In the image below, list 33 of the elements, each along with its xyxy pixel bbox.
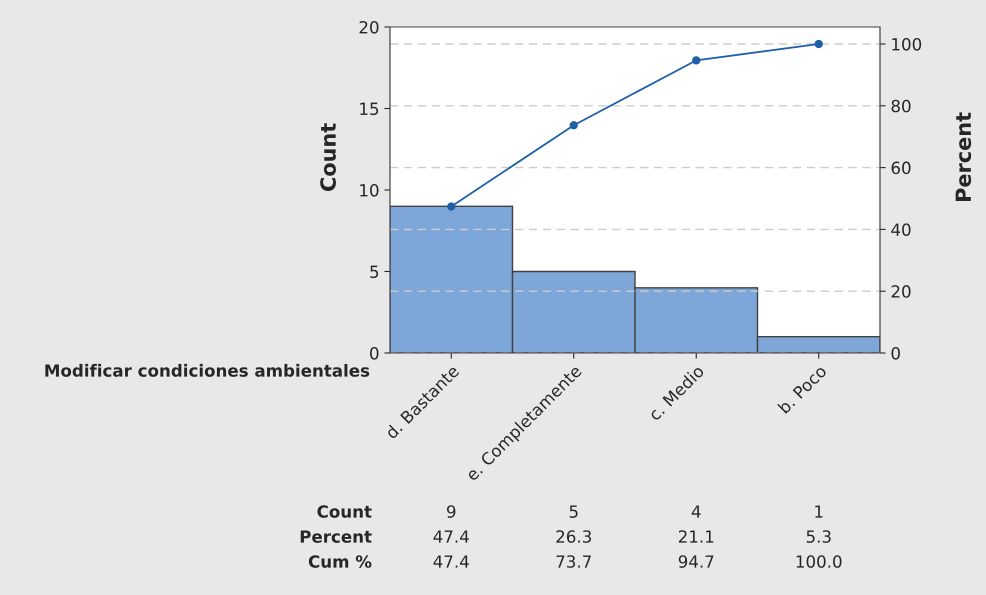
y2-tick-label: 40 — [891, 223, 911, 236]
point — [447, 202, 456, 211]
point — [692, 56, 700, 65]
y2-tick-label: 20 — [892, 285, 911, 298]
text: 21.1 — [678, 530, 714, 543]
text: Count — [317, 505, 372, 518]
data-label: 4 — [692, 505, 701, 518]
y2-tick-label: 60 — [892, 162, 911, 174]
y2-tick-label: 100 — [892, 38, 922, 51]
y-tick-label: 0 — [370, 346, 378, 360]
point — [570, 121, 578, 130]
y-tick-label: 5 — [370, 266, 378, 278]
text: 26.3 — [556, 530, 591, 543]
point — [814, 40, 823, 48]
text: Cum % — [308, 555, 372, 568]
y2-axis-title: Percent — [956, 112, 972, 201]
x-axis-title: Modificar condiciones ambientales — [45, 364, 370, 377]
y-tick-label: 20 — [360, 20, 378, 34]
data-label: 47.4 — [434, 555, 469, 568]
y-tick-label: 10 — [360, 184, 378, 197]
y-axis-title: Count — [320, 123, 336, 191]
y2-tick-label: 80 — [892, 100, 911, 112]
data-label: 94.7 — [678, 555, 714, 568]
data-label: 5 — [570, 505, 578, 518]
y2-tick-label: 0 — [892, 346, 900, 360]
data-label: 100.0 — [796, 555, 842, 568]
y-tick-label: 15 — [360, 102, 378, 116]
text: 47.4 — [434, 530, 469, 543]
data-label: 73.7 — [556, 555, 591, 568]
data-label: 1 — [815, 505, 823, 518]
data-label: 9 — [446, 505, 456, 518]
text: Percent — [300, 530, 372, 543]
text: 5.3 — [806, 530, 831, 543]
